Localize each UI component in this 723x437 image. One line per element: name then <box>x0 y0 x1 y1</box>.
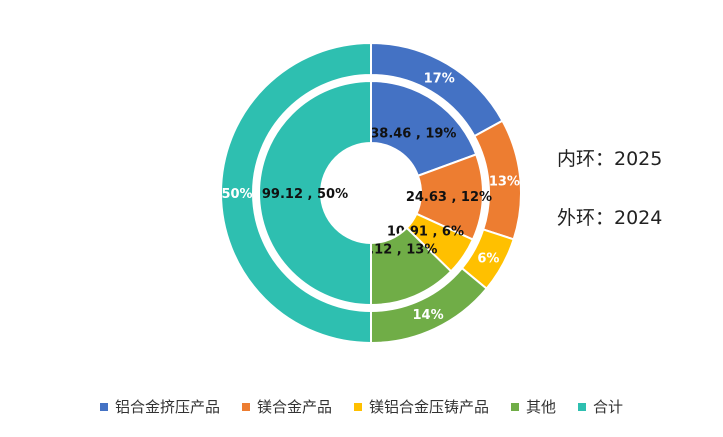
donut-chart: 17%13%6%14%50%38.46 , 19%24.63 , 12%10.9… <box>220 41 522 345</box>
outer-ring-note: 外环：2024 <box>557 207 663 229</box>
legend-label: 合计 <box>593 398 624 416</box>
inner-label-3: 25.12 , 13% <box>351 242 437 257</box>
legend-label: 铝合金挤压产品 <box>114 398 220 416</box>
legend-item: 合计 <box>578 396 623 417</box>
outer-slice-4 <box>220 41 372 345</box>
legend-label: 镁铝合金压铸产品 <box>368 398 489 416</box>
legend-swatch <box>353 402 362 411</box>
legend-item: 铝合金挤压产品 <box>99 396 220 417</box>
outer-label-2: 6% <box>477 252 499 267</box>
inner-label-1: 24.63 , 12% <box>406 190 492 205</box>
legend-swatch <box>511 402 519 411</box>
legend-item: 镁铝合金压铸产品 <box>353 396 489 417</box>
outer-label-1: 13% <box>489 174 520 189</box>
outer-label-4: 50% <box>221 187 252 202</box>
legend-swatch <box>578 402 587 411</box>
legend-item: 镁合金产品 <box>241 396 332 417</box>
inner-label-0: 38.46 , 19% <box>370 126 456 141</box>
legend-label: 镁合金产品 <box>256 398 332 416</box>
inner-label-4: 99.12 , 50% <box>262 187 348 202</box>
legend-swatch <box>241 402 250 411</box>
inner-ring-note: 内环：2025 <box>557 148 663 170</box>
legend-label: 其他 <box>526 398 557 416</box>
inner-slice-4 <box>258 79 372 307</box>
legend-swatch <box>99 402 108 411</box>
inner-slice-0 <box>370 79 478 178</box>
outer-label-3: 14% <box>412 308 443 323</box>
legend: 铝合金挤压产品 镁合金产品 镁铝合金压铸产品 其他 合计 <box>0 396 723 417</box>
legend-item: 其他 <box>511 396 556 417</box>
outer-label-0: 17% <box>424 72 455 87</box>
